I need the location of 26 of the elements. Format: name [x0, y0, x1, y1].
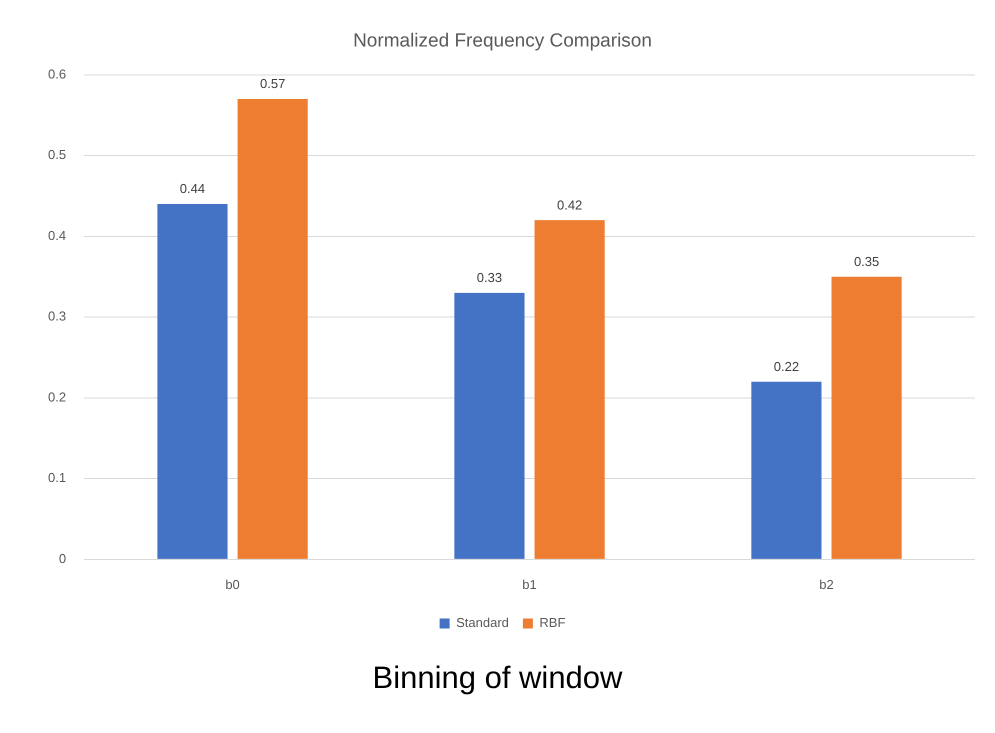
bar	[751, 382, 822, 559]
x-axis-title: Binning of window	[372, 660, 624, 696]
y-tick-label: 0.3	[48, 308, 66, 324]
data-label: 0.22	[774, 358, 800, 374]
bar	[454, 292, 525, 559]
x-tick-label: b2	[819, 576, 834, 592]
legend-label: Standard	[456, 615, 509, 630]
bar	[832, 276, 902, 559]
data-label: 0.33	[476, 270, 502, 285]
x-tick-label: b1	[522, 576, 537, 592]
y-tick-label: 0.6	[48, 66, 66, 82]
y-tick-label: 0.1	[48, 470, 66, 486]
data-label: 0.35	[854, 254, 880, 269]
legend-label: RBF	[539, 615, 566, 630]
x-tick-label: b0	[225, 576, 240, 592]
y-tick-label: 0.2	[48, 389, 66, 404]
y-tick-label: 0.4	[48, 228, 66, 243]
bar	[157, 204, 228, 559]
data-label: 0.57	[260, 76, 286, 92]
bar	[534, 220, 605, 559]
y-tick-label: 0	[58, 550, 66, 566]
bar	[238, 99, 308, 559]
chart-title: Normalized Frequency Comparison	[353, 30, 652, 52]
data-label: 0.44	[180, 181, 206, 196]
y-tick-label: 0.5	[48, 147, 66, 162]
data-label: 0.42	[556, 197, 582, 212]
